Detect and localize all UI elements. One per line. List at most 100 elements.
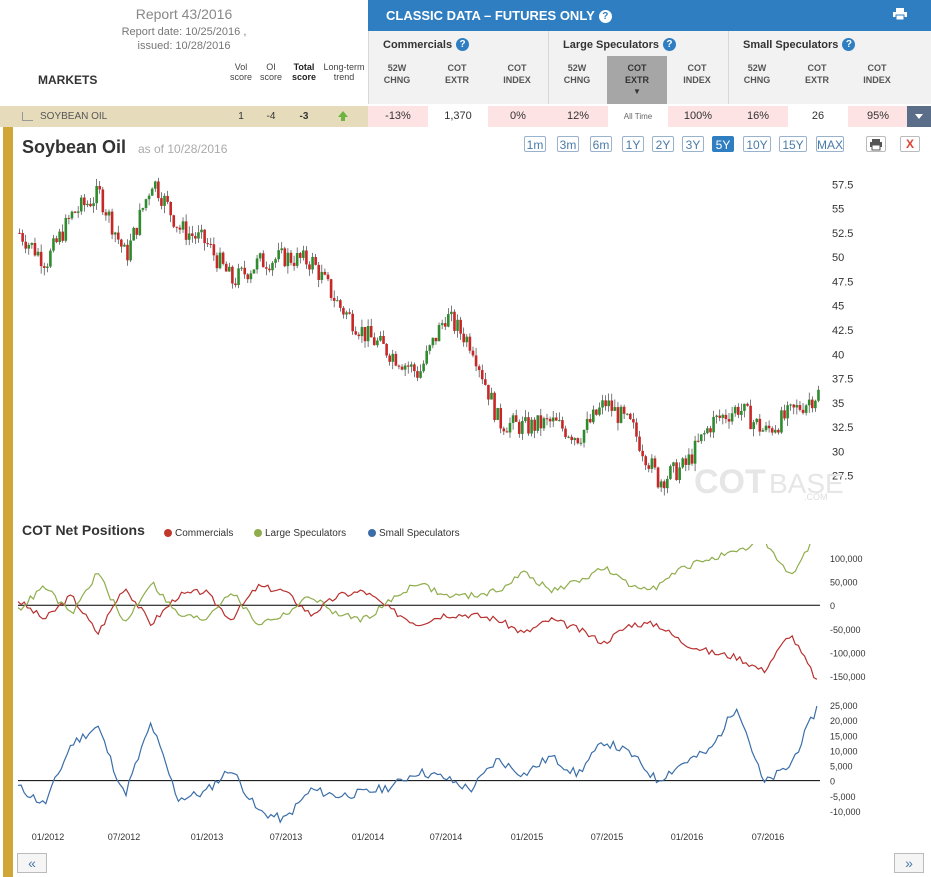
y-tick-label: 35 <box>832 398 844 410</box>
row-market-info[interactable]: SOYBEAN OIL 1 -4 -3 <box>0 106 368 127</box>
next-button[interactable]: » <box>894 853 924 873</box>
series-line-small-speculators <box>17 705 818 824</box>
candle-body <box>773 429 777 433</box>
candle-body <box>126 244 129 261</box>
candle-body <box>382 335 385 344</box>
col-comm-cot-index[interactable]: COT INDEX <box>503 63 531 85</box>
range-button-10y[interactable]: 10Y <box>743 136 771 152</box>
candle-body <box>456 319 459 331</box>
legend-large-speculators[interactable]: Large Speculators <box>254 528 346 539</box>
candle-body <box>298 253 302 258</box>
candle-body <box>246 274 250 280</box>
help-icon[interactable]: ? <box>456 38 470 51</box>
col-ls-52w-chng[interactable]: 52W CHNG <box>563 63 591 85</box>
close-chart-button[interactable]: X <box>900 136 920 152</box>
candle-body <box>342 307 345 315</box>
candle-body <box>218 252 222 269</box>
legend-dot <box>368 529 376 537</box>
candle-body <box>89 203 92 207</box>
candle-body <box>46 266 49 268</box>
candle-body <box>777 429 780 433</box>
candle-body <box>758 418 762 432</box>
range-button-3m[interactable]: 3m <box>557 136 579 152</box>
candle-body <box>638 436 641 451</box>
legend-small-speculators[interactable]: Small Speculators <box>368 528 460 539</box>
range-button-3y[interactable]: 3Y <box>682 136 704 152</box>
candle-body <box>795 405 799 408</box>
candle-body <box>601 400 604 408</box>
market-name[interactable]: SOYBEAN OIL <box>40 111 108 122</box>
help-icon[interactable]: ? <box>842 38 856 51</box>
candle-body <box>271 262 274 271</box>
candle-body <box>237 268 240 286</box>
row-expand-button[interactable] <box>907 106 931 127</box>
candle-body <box>662 481 666 489</box>
col-ss-cot-extr[interactable]: COT EXTR <box>804 63 829 85</box>
candle-body <box>786 405 789 419</box>
help-icon[interactable]: ? <box>598 10 612 23</box>
range-button-2y[interactable]: 2Y <box>652 136 674 152</box>
candle-body <box>144 199 148 209</box>
range-button-max[interactable]: MAX <box>816 136 844 152</box>
x-tick-label: 07/2013 <box>270 832 303 842</box>
range-button-5y[interactable]: 5Y <box>712 136 734 152</box>
prev-button[interactable]: « <box>17 853 47 873</box>
cell-ls-52w: 12% <box>548 106 608 127</box>
candle-body <box>425 350 429 364</box>
candle-body <box>511 415 515 423</box>
col-vol-score[interactable]: Vol score <box>229 62 252 82</box>
col-ls-cot-extr-selected[interactable]: COT EXTR ▼ <box>607 56 667 104</box>
col-total-score[interactable]: Total score <box>291 62 317 82</box>
candle-body <box>595 409 598 415</box>
classic-data-banner: CLASSIC DATA – FUTURES ONLY? <box>368 0 931 31</box>
candle-body <box>628 413 632 420</box>
candle-body <box>709 428 712 433</box>
candle-body <box>743 403 746 411</box>
y-tick-label: 20,000 <box>830 716 858 726</box>
candle-body <box>548 418 552 422</box>
range-button-15y[interactable]: 15Y <box>779 136 807 152</box>
candle-body <box>24 241 28 249</box>
y-tick-label: 25,000 <box>830 701 858 711</box>
help-icon[interactable]: ? <box>662 38 676 51</box>
candle-body <box>36 251 40 256</box>
candle-body <box>194 235 197 239</box>
candle-body <box>258 253 262 259</box>
candle-body <box>419 371 422 378</box>
cell-comm-52w: -13% <box>368 106 428 127</box>
candle-body <box>376 340 379 346</box>
banner-title: CLASSIC DATA – FUTURES ONLY? <box>386 8 612 23</box>
candle-body <box>610 400 614 411</box>
legend-dot <box>164 529 172 537</box>
col-ls-cot-index[interactable]: COT INDEX <box>683 63 711 85</box>
col-comm-cot-extr[interactable]: COT EXTR <box>444 63 469 85</box>
candle-body <box>403 365 407 370</box>
candle-body <box>64 217 68 241</box>
y-tick-label: -5,000 <box>830 792 856 802</box>
candle-body <box>727 419 731 422</box>
print-chart-button[interactable] <box>866 136 886 152</box>
candle-body <box>311 256 314 270</box>
col-ss-cot-index[interactable]: COT INDEX <box>863 63 891 85</box>
col-long-term-trend[interactable]: Long-term trend <box>323 62 365 82</box>
range-button-6m[interactable]: 6m <box>590 136 612 152</box>
candle-body <box>391 353 395 362</box>
candle-body <box>801 409 805 413</box>
candle-body <box>360 327 364 337</box>
candle-body <box>83 197 86 206</box>
candle-body <box>440 323 444 326</box>
legend-commercials[interactable]: Commercials <box>164 528 233 539</box>
candle-body <box>499 408 503 429</box>
candle-body <box>715 415 718 417</box>
candle-body <box>477 366 481 371</box>
col-comm-52w-chng[interactable]: 52W CHNG <box>383 63 411 85</box>
print-icon[interactable] <box>893 8 907 20</box>
col-oi-score[interactable]: OI score <box>259 62 282 82</box>
candle-body <box>231 266 234 284</box>
candle-body <box>200 229 203 233</box>
col-ss-52w-chng[interactable]: 52W CHNG <box>743 63 771 85</box>
range-button-1y[interactable]: 1Y <box>622 136 644 152</box>
candle-body <box>197 232 200 239</box>
candle-body <box>502 428 506 432</box>
range-button-1m[interactable]: 1m <box>524 136 546 152</box>
